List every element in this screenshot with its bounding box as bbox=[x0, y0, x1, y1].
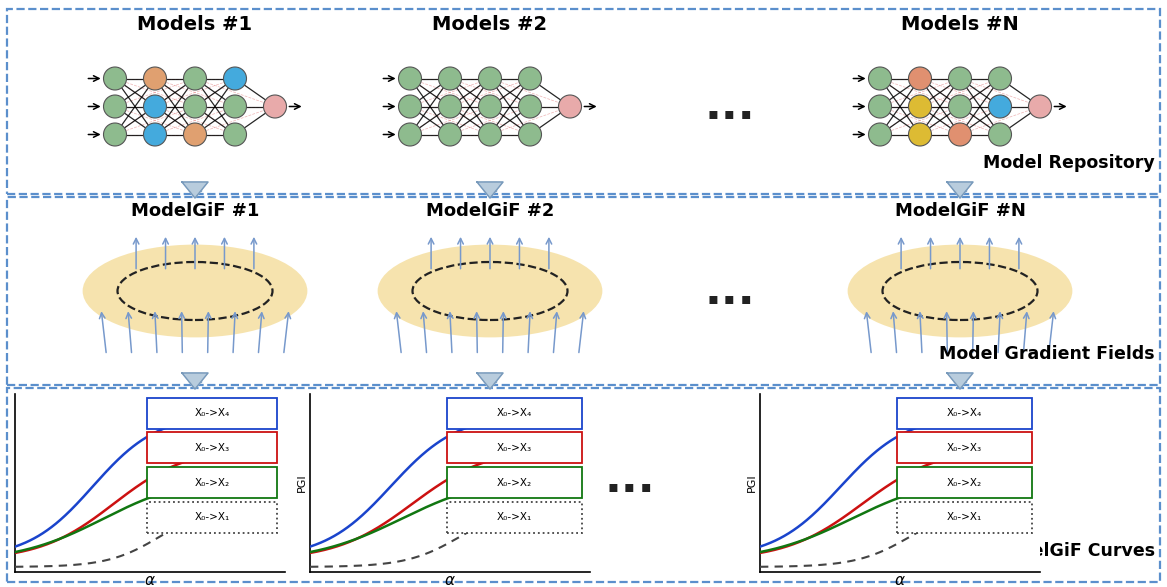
Circle shape bbox=[144, 123, 167, 146]
Bar bbox=[7, 388, 1160, 582]
X-axis label: $\alpha$: $\alpha$ bbox=[445, 573, 456, 587]
Circle shape bbox=[224, 67, 246, 90]
Text: X₀->X₄: X₀->X₄ bbox=[497, 408, 532, 418]
Polygon shape bbox=[477, 373, 503, 389]
Bar bbox=[953, 182, 966, 191]
Circle shape bbox=[868, 123, 892, 146]
Text: Models #2: Models #2 bbox=[433, 15, 547, 34]
Circle shape bbox=[518, 67, 541, 90]
FancyBboxPatch shape bbox=[147, 432, 277, 463]
Circle shape bbox=[478, 95, 502, 118]
Circle shape bbox=[559, 95, 581, 118]
Ellipse shape bbox=[847, 245, 1072, 338]
X-axis label: $\alpha$: $\alpha$ bbox=[144, 573, 156, 587]
Polygon shape bbox=[182, 373, 208, 389]
Text: Model Gradient Fields: Model Gradient Fields bbox=[939, 345, 1155, 363]
Circle shape bbox=[224, 95, 246, 118]
FancyBboxPatch shape bbox=[447, 432, 581, 463]
Circle shape bbox=[104, 67, 126, 90]
FancyBboxPatch shape bbox=[447, 467, 581, 498]
Circle shape bbox=[183, 123, 207, 146]
Text: ModelGiF #1: ModelGiF #1 bbox=[131, 202, 259, 220]
Text: X₀->X₂: X₀->X₂ bbox=[195, 478, 230, 488]
Text: Models #N: Models #N bbox=[901, 15, 1019, 34]
Text: X₀->X₄: X₀->X₄ bbox=[195, 408, 230, 418]
Circle shape bbox=[518, 123, 541, 146]
FancyBboxPatch shape bbox=[447, 502, 581, 533]
Text: X₀->X₁: X₀->X₁ bbox=[946, 512, 981, 522]
Ellipse shape bbox=[378, 245, 602, 338]
Circle shape bbox=[949, 123, 971, 146]
Bar bbox=[189, 182, 201, 191]
Circle shape bbox=[398, 123, 421, 146]
FancyBboxPatch shape bbox=[147, 397, 277, 429]
Circle shape bbox=[144, 67, 167, 90]
Text: ...: ... bbox=[705, 85, 755, 128]
Text: X₀->X₂: X₀->X₂ bbox=[946, 478, 981, 488]
Circle shape bbox=[478, 67, 502, 90]
Polygon shape bbox=[946, 182, 973, 198]
Text: ...: ... bbox=[605, 458, 656, 501]
Circle shape bbox=[439, 95, 461, 118]
Bar bbox=[484, 182, 496, 191]
FancyBboxPatch shape bbox=[447, 397, 581, 429]
Circle shape bbox=[908, 123, 931, 146]
Circle shape bbox=[439, 67, 461, 90]
Bar bbox=[7, 9, 1160, 194]
Circle shape bbox=[183, 95, 207, 118]
Y-axis label: PGI: PGI bbox=[747, 474, 757, 492]
Text: X₀->X₂: X₀->X₂ bbox=[497, 478, 532, 488]
Text: X₀->X₄: X₀->X₄ bbox=[946, 408, 981, 418]
FancyBboxPatch shape bbox=[147, 467, 277, 498]
Text: X₀->X₃: X₀->X₃ bbox=[946, 443, 981, 453]
Circle shape bbox=[224, 123, 246, 146]
Text: X₀->X₃: X₀->X₃ bbox=[497, 443, 532, 453]
Ellipse shape bbox=[83, 245, 307, 338]
X-axis label: $\alpha$: $\alpha$ bbox=[894, 573, 906, 587]
Circle shape bbox=[144, 95, 167, 118]
Circle shape bbox=[988, 67, 1012, 90]
Polygon shape bbox=[477, 182, 503, 198]
Circle shape bbox=[949, 95, 971, 118]
Circle shape bbox=[908, 67, 931, 90]
Circle shape bbox=[478, 123, 502, 146]
Circle shape bbox=[868, 95, 892, 118]
Circle shape bbox=[398, 67, 421, 90]
Text: Models #1: Models #1 bbox=[138, 15, 252, 34]
Circle shape bbox=[949, 67, 971, 90]
Bar bbox=[7, 197, 1160, 385]
Text: ...: ... bbox=[705, 269, 755, 312]
Circle shape bbox=[183, 67, 207, 90]
Text: Model Repository: Model Repository bbox=[984, 154, 1155, 172]
Bar bbox=[189, 373, 201, 382]
Circle shape bbox=[398, 95, 421, 118]
Circle shape bbox=[1028, 95, 1051, 118]
Circle shape bbox=[868, 67, 892, 90]
FancyBboxPatch shape bbox=[897, 432, 1032, 463]
FancyBboxPatch shape bbox=[897, 502, 1032, 533]
Text: ModelGiF #2: ModelGiF #2 bbox=[426, 202, 554, 220]
Circle shape bbox=[988, 95, 1012, 118]
Text: ModelGiF #N: ModelGiF #N bbox=[895, 202, 1026, 220]
Text: ModelGiF Curves: ModelGiF Curves bbox=[990, 542, 1155, 560]
FancyBboxPatch shape bbox=[897, 467, 1032, 498]
FancyBboxPatch shape bbox=[897, 397, 1032, 429]
Circle shape bbox=[104, 123, 126, 146]
Bar bbox=[484, 373, 496, 382]
Text: X₀->X₁: X₀->X₁ bbox=[497, 512, 532, 522]
Circle shape bbox=[518, 95, 541, 118]
Circle shape bbox=[104, 95, 126, 118]
FancyBboxPatch shape bbox=[147, 502, 277, 533]
Text: X₀->X₁: X₀->X₁ bbox=[195, 512, 230, 522]
Bar bbox=[953, 373, 966, 382]
Text: X₀->X₃: X₀->X₃ bbox=[195, 443, 230, 453]
Circle shape bbox=[988, 123, 1012, 146]
Y-axis label: PGI: PGI bbox=[298, 474, 307, 492]
Circle shape bbox=[908, 95, 931, 118]
Polygon shape bbox=[182, 182, 208, 198]
Polygon shape bbox=[946, 373, 973, 389]
Circle shape bbox=[439, 123, 461, 146]
Circle shape bbox=[264, 95, 287, 118]
